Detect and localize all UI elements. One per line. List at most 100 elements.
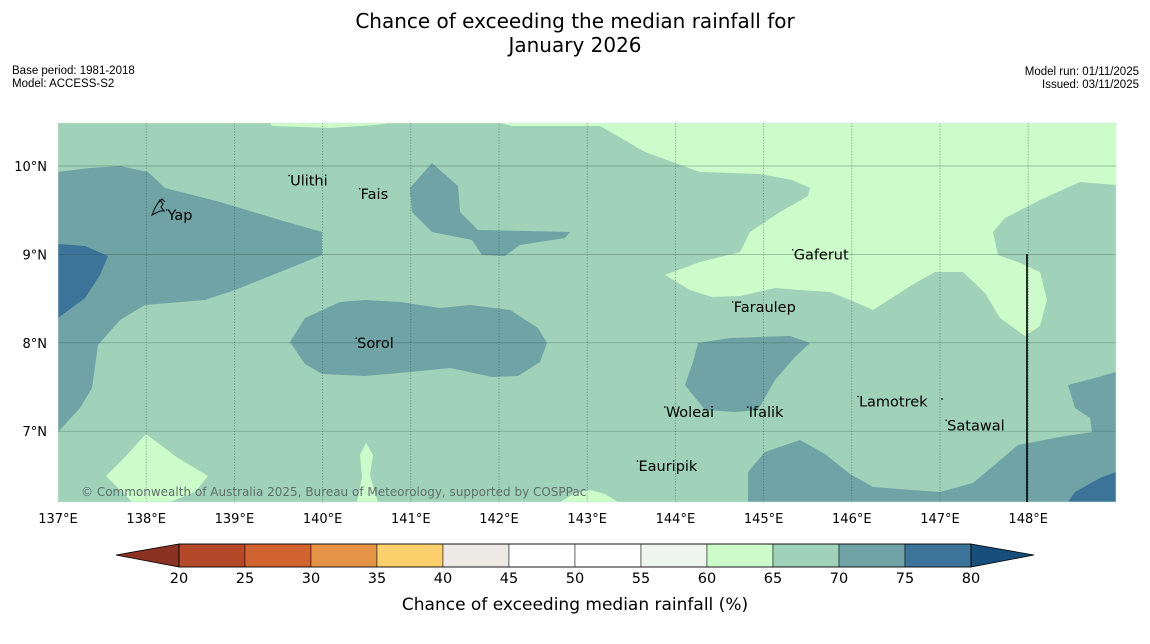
lon-tick-label: 139°E [215,512,255,527]
band-75-80-west [58,244,108,318]
colorbar-tick-label: 25 [236,571,254,587]
minor-island-dot [941,398,943,400]
colorbar-label: Chance of exceeding median rainfall (%) [402,595,748,615]
place-label: Ulithi [290,173,328,189]
place-dot [945,419,947,422]
place-marker: Ulithi [288,173,328,189]
place-label: Fais [361,187,388,203]
chart-title-line1: Chance of exceeding the median rainfall … [355,9,795,33]
colorbar-tick-label: 20 [170,571,188,587]
lon-tick-label: 146°E [832,512,872,527]
place-marker: Lamotrek [857,394,928,410]
chart-title-line2: January 2026 [508,33,642,57]
band-60-65-notch [868,123,883,126]
place-marker: Woleai [664,405,714,421]
place-marker: Satawal [945,418,1005,434]
lon-tick-label: 140°E [303,512,343,527]
model-text: Model: ACCESS-S2 [12,78,115,90]
colorbar-segment [376,543,444,568]
place-label: Woleai [666,405,714,421]
lon-tick-label: 148°E [1008,512,1048,527]
colorbar-ticks: 20 25 30 35 40 45 50 55 60 65 70 75 80 [170,571,980,587]
rainfall-probability-field [58,123,1116,502]
band-60-65-northeast [500,123,1116,336]
colorbar-segment [904,543,972,568]
axis-ticks: 137°E 138°E 139°E 140°E 141°E 142°E 143°E 144°E… [14,160,1048,527]
lon-tick-label: 144°E [656,512,696,527]
band-70-75-west [58,166,322,432]
colorbar-segment [772,543,840,568]
place-marker: Eauripik [636,459,698,475]
model-run-text: Model run: 01/11/2025 [1024,66,1139,78]
place-dot [857,395,859,398]
lat-tick-label: 10°N [14,160,47,175]
meta-right: Model run: 01/11/2025 Issued: 03/11/2025 [1025,66,1139,92]
lon-tick-label: 137°E [38,512,78,527]
colorbar-segment [178,543,246,568]
colorbar-tick-label: 45 [500,571,518,587]
lon-tick-label: 143°E [567,512,607,527]
base-period-text: Base period: 1981-2018 [12,65,135,77]
colorbar-tick-label: 55 [632,571,650,587]
map-frame [57,122,1117,503]
place-label: Yap [166,208,192,224]
band-70-75-ifalik [685,336,810,412]
place-dot [664,406,666,408]
colorbar-segment [640,543,708,568]
lon-tick-label: 145°E [744,512,784,527]
lon-tick-label: 142°E [479,512,519,527]
place-marker: Sorol [355,336,394,352]
copyright-text: © Commonwealth of Australia 2025, Bureau… [81,485,586,499]
band-60-65-south-bump [560,490,618,502]
colorbar-segment [310,543,378,568]
place-label: Gaferut [794,248,849,264]
colorbar-tick-label: 50 [566,571,584,587]
colorbar-tick-label: 30 [302,571,320,587]
lon-tick-label: 138°E [126,512,166,527]
colorbar-tick-label: 60 [698,571,716,587]
colorbar-tick-label: 70 [830,571,848,587]
colorbar-segment [508,543,576,568]
place-labels: Yap Ulithi Fais Gaferut Faraulep Sorol Lamotre… [165,173,1005,475]
gridlines [58,123,1116,502]
colorbar-segment [838,543,906,568]
place-marker: Faraulep [731,300,796,316]
lat-tick-label: 7°N [23,425,48,440]
colorbar-tick-label: 65 [764,571,782,587]
place-marker: Fais [358,187,388,203]
colorbar-frame [178,543,972,568]
colorbar-segment [706,543,774,568]
lat-tick-label: 9°N [23,248,48,263]
colorbar-tick-label: 40 [434,571,452,587]
band-70-75-southeast [748,372,1116,502]
colorbar-under-triangle [115,543,180,568]
meta-left: Base period: 1981-2018 Model: ACCESS-S2 [12,65,135,91]
lon-tick-label: 147°E [920,512,960,527]
yap-island-outline [150,198,166,217]
colorbar: 20 25 30 35 40 45 50 55 60 65 70 75 80 Chance of exc… [115,543,1035,615]
place-dot [636,460,639,462]
band-75-80-southeast [1068,472,1116,502]
colorbar-segment [244,543,312,568]
place-dot [358,187,361,190]
colorbar-tick-label: 80 [962,571,980,587]
place-dot [731,301,734,303]
colorbar-segments [178,543,972,568]
place-label: Eauripik [638,459,697,475]
issued-text: Issued: 03/11/2025 [1042,79,1139,91]
place-dot [355,337,357,339]
colorbar-tick-label: 35 [368,571,386,587]
band-60-65-southwest [106,434,208,502]
band-70-75-sorol [290,300,547,377]
place-label: Ifalik [749,405,784,421]
colorbar-segment [442,543,510,568]
place-marker: Ifalik [746,405,784,421]
place-dot [791,248,794,251]
place-marker: Gaferut [791,248,849,264]
place-dot [288,174,290,177]
band-60-65-south-strip [357,443,378,502]
place-label: Lamotrek [859,394,928,410]
colorbar-tick-label: 75 [896,571,914,587]
place-marker: Yap [165,208,192,224]
